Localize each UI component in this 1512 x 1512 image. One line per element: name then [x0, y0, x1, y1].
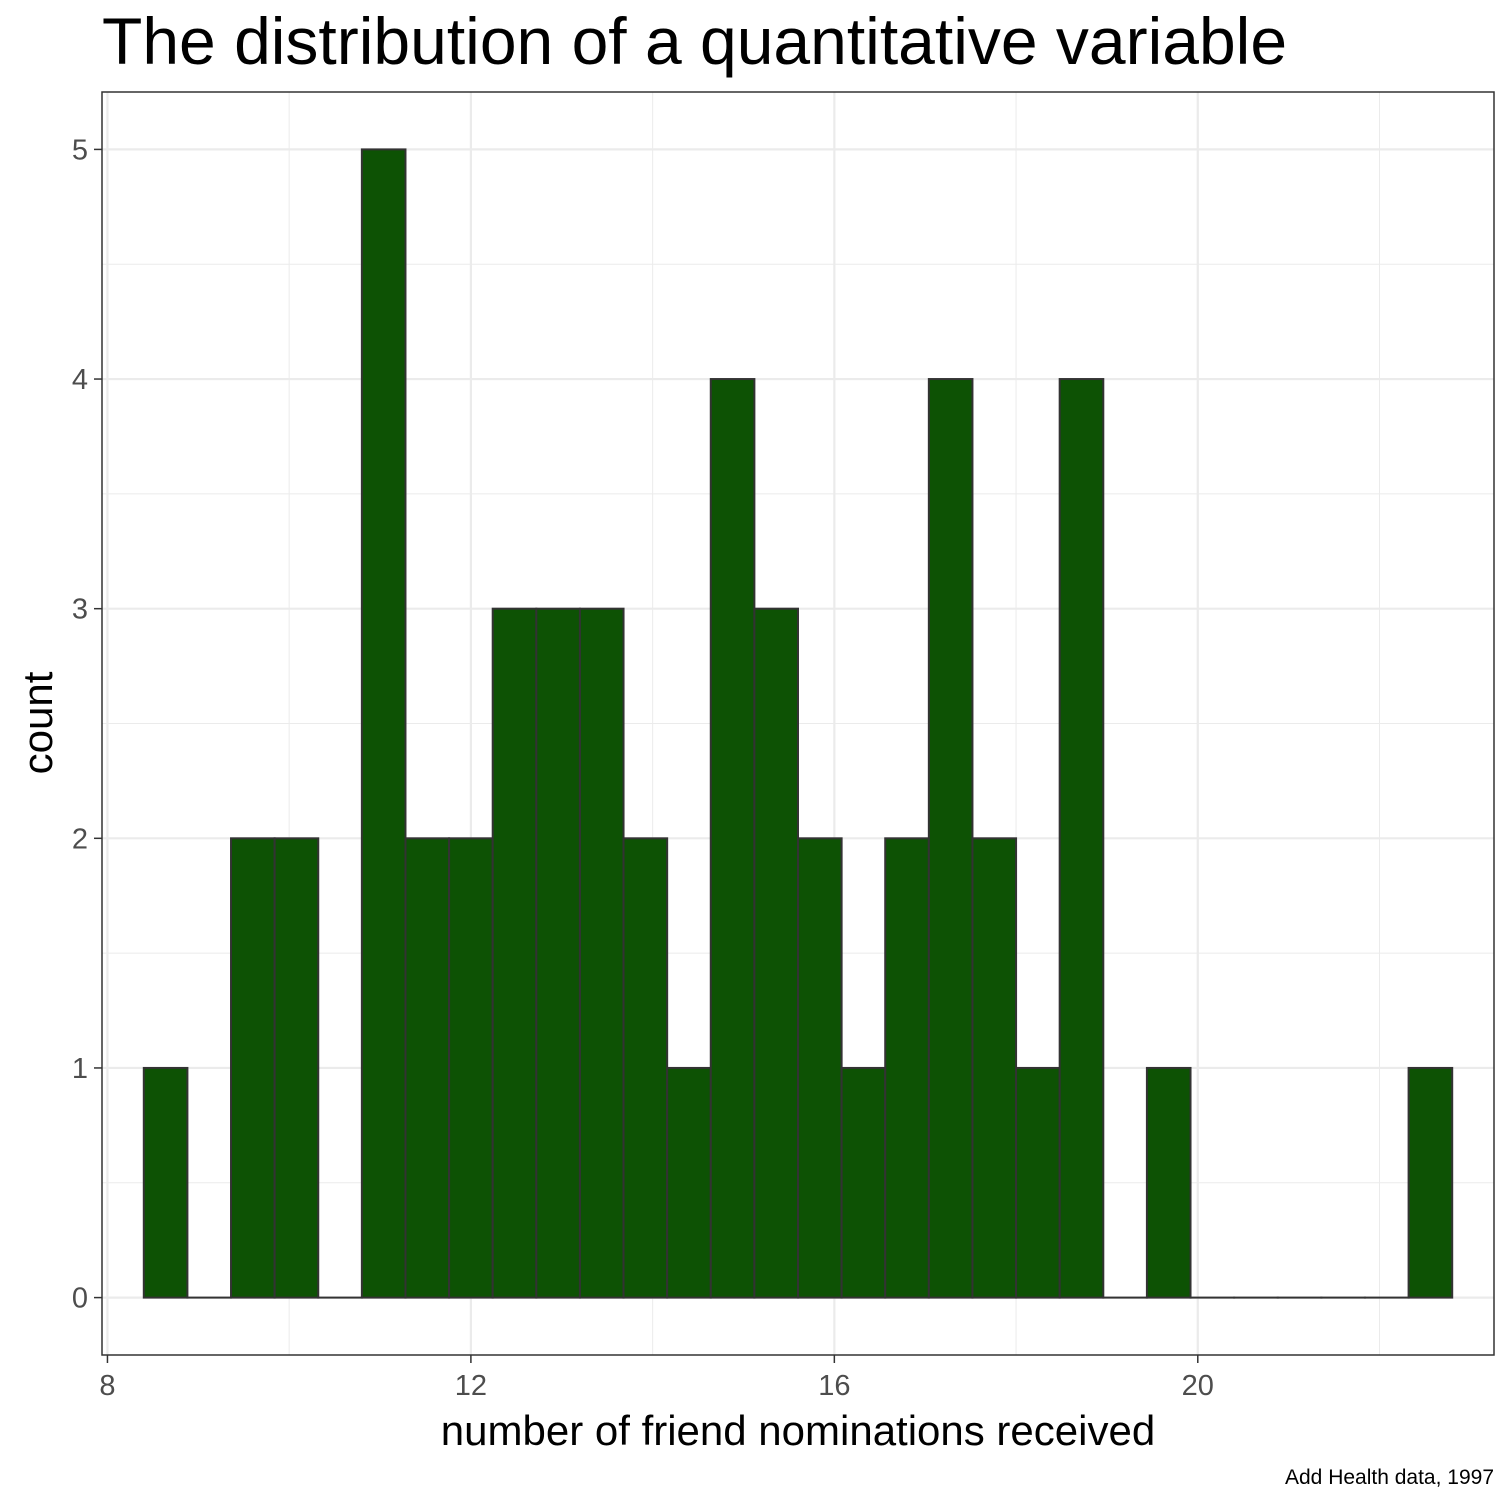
histogram-bar-18	[927, 378, 974, 1299]
histogram-bar-23	[1145, 1066, 1192, 1299]
y-tick-label: 1	[72, 1053, 88, 1085]
histogram-bar-10	[578, 607, 625, 1299]
y-tick-label: 5	[72, 134, 88, 166]
histogram-bar-9	[535, 607, 581, 1299]
histogram-bar-29	[1407, 1066, 1454, 1299]
y-tick-label: 4	[72, 364, 88, 396]
histogram-bar-16	[840, 1066, 887, 1299]
histogram-bar-12	[666, 1066, 712, 1299]
histogram-bar-14	[753, 607, 799, 1299]
x-tick-label: 8	[99, 1370, 115, 1402]
panel-border	[101, 91, 1495, 1356]
y-tick-label: 2	[72, 823, 88, 855]
histogram-bar-13	[709, 378, 756, 1299]
chart-title: The distribution of a quantitative varia…	[102, 4, 1288, 78]
histogram-bar-3	[273, 837, 320, 1299]
histogram-bar-5	[360, 148, 407, 1299]
histogram-bar-6	[404, 837, 451, 1299]
y-tick-label: 3	[72, 594, 88, 626]
x-tick-label: 16	[818, 1370, 850, 1402]
histogram-bar-11	[622, 837, 669, 1299]
x-tick-label: 20	[1182, 1370, 1214, 1402]
y-axis-title: count	[14, 671, 61, 774]
chart-caption: Add Health data, 1997	[1285, 1466, 1494, 1489]
x-tick-label: 12	[455, 1370, 487, 1402]
histogram-bars	[142, 148, 1454, 1299]
histogram-bar-7	[448, 837, 494, 1299]
histogram-bar-19	[971, 837, 1018, 1299]
histogram-bar-20	[1015, 1066, 1061, 1299]
y-tick-label: 0	[72, 1283, 88, 1315]
histogram-bar-21	[1058, 378, 1105, 1299]
histogram-bar-0	[142, 1066, 189, 1299]
histogram-bar-17	[884, 837, 930, 1299]
x-axis-title: number of friend nominations received	[441, 1407, 1155, 1454]
histogram-bar-15	[797, 837, 843, 1299]
histogram-bar-8	[491, 607, 538, 1299]
histogram-bar-2	[230, 837, 276, 1299]
